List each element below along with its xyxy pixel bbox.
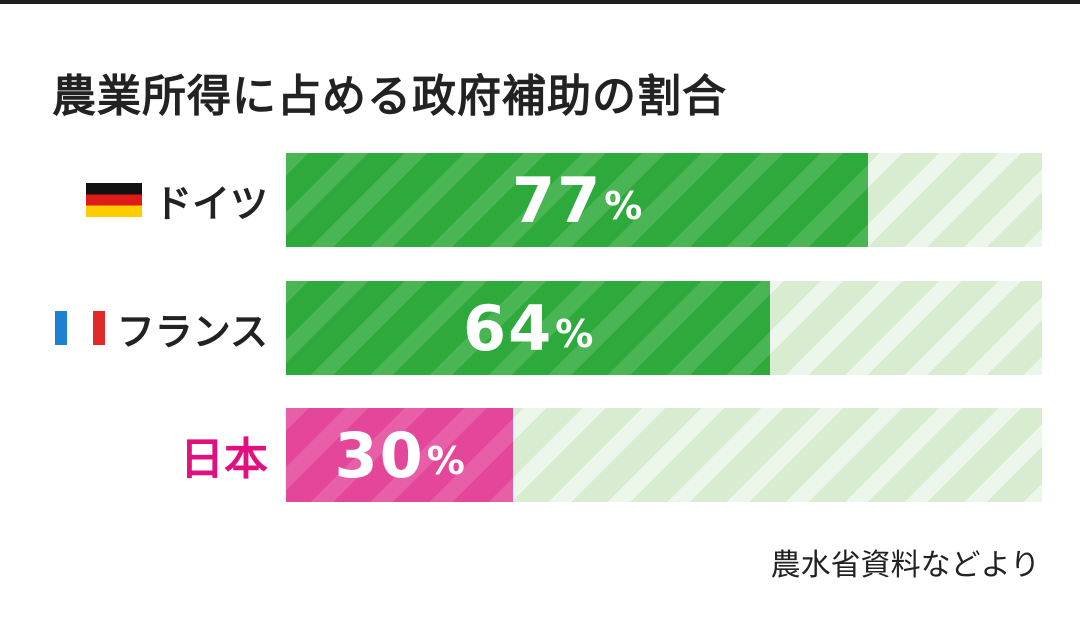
chart-title: 農業所得に占める政府補助の割合 bbox=[52, 71, 727, 122]
top-rule bbox=[0, 0, 1080, 4]
bar-germany bbox=[286, 153, 868, 247]
row-label-germany: ドイツ bbox=[40, 153, 268, 247]
germany-flag-icon bbox=[85, 183, 142, 217]
bar-track-germany: 77% bbox=[286, 153, 1042, 247]
bar-japan bbox=[286, 408, 513, 502]
row-label-france: フランス bbox=[40, 281, 268, 375]
category-label: ドイツ bbox=[153, 181, 268, 226]
bar-value-label: 64% bbox=[463, 291, 594, 365]
bar-france bbox=[286, 281, 770, 375]
bar-track-japan: 30% bbox=[286, 408, 1042, 502]
bar-value-label: 77% bbox=[512, 163, 643, 237]
source-note: 農水省資料などより bbox=[770, 548, 1040, 583]
bar-value-label: 30% bbox=[334, 418, 465, 492]
bar-track-france: 64% bbox=[286, 281, 1042, 375]
france-flag-icon bbox=[54, 311, 105, 345]
category-label: フランス bbox=[116, 309, 268, 354]
row-label-japan: 日本 bbox=[40, 408, 268, 502]
category-label: 日本 bbox=[180, 434, 268, 485]
